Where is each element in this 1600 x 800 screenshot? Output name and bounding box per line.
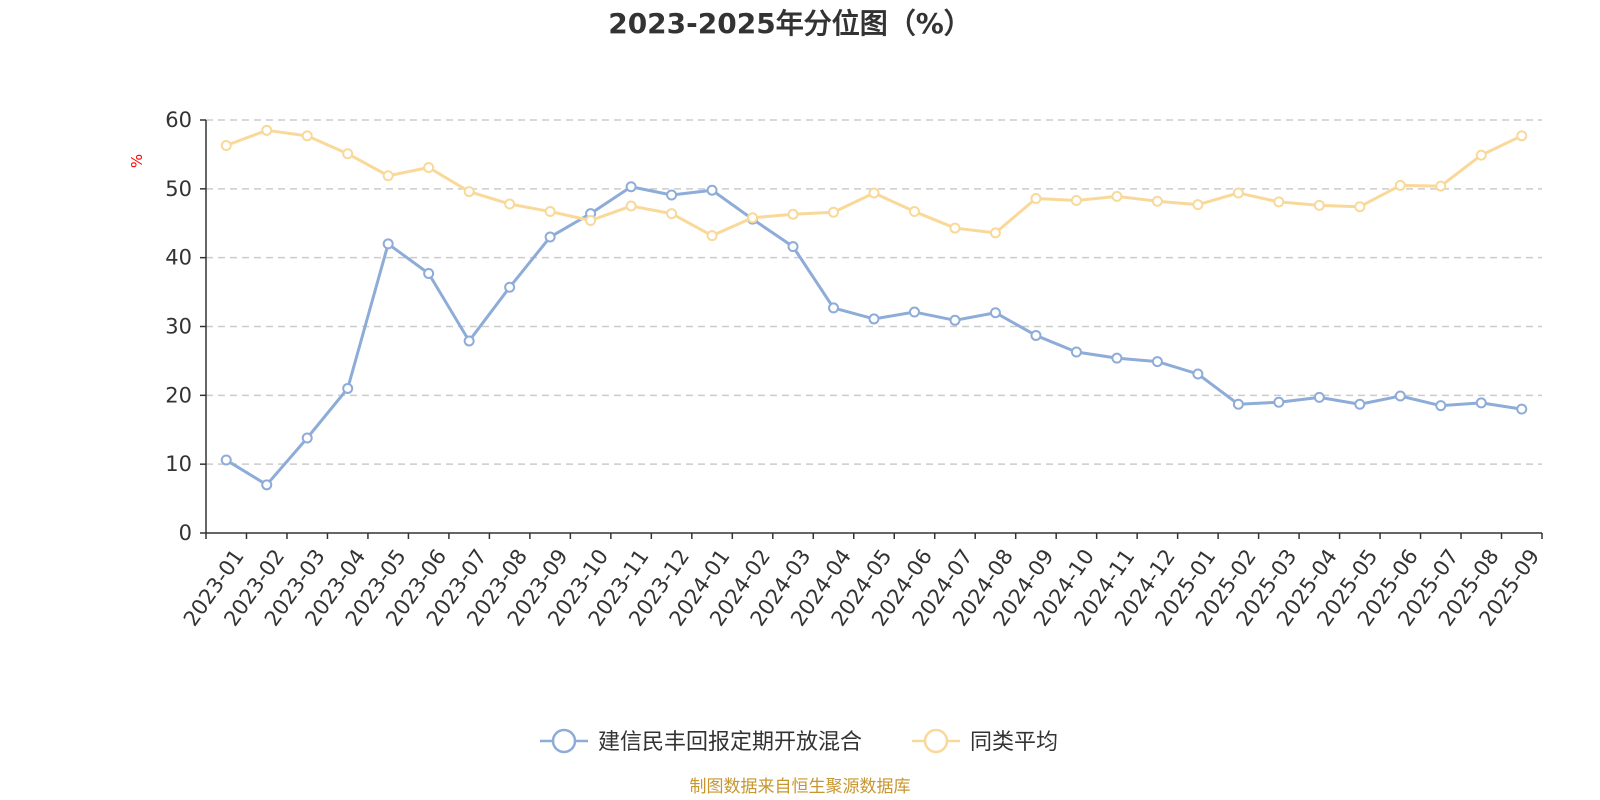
data-point xyxy=(747,212,759,224)
data-point xyxy=(989,307,1001,319)
data-point xyxy=(1151,195,1163,207)
data-point xyxy=(1232,187,1244,199)
legend-label: 同类平均 xyxy=(970,730,1058,755)
data-point xyxy=(463,186,475,198)
data-point xyxy=(220,454,232,466)
data-point xyxy=(301,130,313,142)
y-tick-label: 60 xyxy=(165,108,192,132)
data-point xyxy=(828,302,840,314)
data-point xyxy=(1475,397,1487,409)
data-point xyxy=(544,206,556,218)
data-point xyxy=(1354,201,1366,213)
data-point xyxy=(301,432,313,444)
data-point xyxy=(1070,346,1082,358)
data-point xyxy=(382,170,394,182)
data-point xyxy=(868,313,880,325)
data-point xyxy=(908,206,920,218)
y-tick-label: 10 xyxy=(165,452,192,476)
data-point xyxy=(1394,390,1406,402)
data-point xyxy=(1313,391,1325,403)
grid-lines xyxy=(206,119,1542,465)
series-line xyxy=(225,128,1523,238)
data-point xyxy=(666,208,678,220)
y-axis-unit-label: % xyxy=(128,154,146,168)
data-point xyxy=(1111,190,1123,202)
y-tick-label: 0 xyxy=(179,521,192,545)
data-point xyxy=(342,382,354,394)
data-point xyxy=(382,238,394,250)
source-note: 制图数据来自恒生聚源数据库 xyxy=(690,777,911,797)
data-point xyxy=(1354,398,1366,410)
data-point xyxy=(868,187,880,199)
legend-item[interactable]: 同类平均 xyxy=(912,728,1058,755)
y-tick-label: 40 xyxy=(165,246,192,270)
data-point xyxy=(261,124,273,136)
data-point xyxy=(220,139,232,151)
data-point xyxy=(1111,352,1123,364)
data-point xyxy=(706,184,718,196)
data-point xyxy=(1232,398,1244,410)
series-line xyxy=(225,185,1522,487)
legend-marker xyxy=(923,728,949,754)
data-point xyxy=(1394,179,1406,191)
data-point xyxy=(1516,130,1528,142)
data-point xyxy=(1030,329,1042,341)
data-point xyxy=(625,200,637,212)
data-point xyxy=(908,306,920,318)
data-point xyxy=(1030,192,1042,204)
legend: 建信民丰回报定期开放混合 同类平均 xyxy=(540,728,1058,755)
chart-title: 2023-2025年分位图（%） xyxy=(608,7,972,40)
data-point xyxy=(787,208,799,220)
data-point xyxy=(504,198,516,210)
y-tick-label: 50 xyxy=(165,177,192,201)
y-tick-label: 20 xyxy=(165,383,192,407)
legend-item[interactable]: 建信民丰回报定期开放混合 xyxy=(540,728,862,755)
data-point xyxy=(787,241,799,253)
data-point xyxy=(1313,199,1325,211)
data-point xyxy=(1435,180,1447,192)
data-point xyxy=(544,231,556,243)
data-point xyxy=(706,230,718,242)
series-1 xyxy=(220,181,1528,491)
data-point xyxy=(504,281,516,293)
y-tick-label: 30 xyxy=(165,315,192,339)
data-point xyxy=(989,227,1001,239)
data-point xyxy=(1475,149,1487,161)
series-2 xyxy=(220,124,1528,242)
data-point xyxy=(1192,199,1204,211)
data-point xyxy=(1273,396,1285,408)
data-point xyxy=(666,189,678,201)
data-point xyxy=(261,479,273,491)
data-point xyxy=(423,267,435,279)
data-point xyxy=(1435,400,1447,412)
data-point xyxy=(342,148,354,160)
data-point xyxy=(949,222,961,234)
data-point xyxy=(585,214,597,226)
legend-label: 建信民丰回报定期开放混合 xyxy=(598,730,862,755)
data-point xyxy=(949,314,961,326)
data-point xyxy=(1070,195,1082,207)
data-point xyxy=(1192,368,1204,380)
data-point xyxy=(1151,356,1163,368)
data-point xyxy=(828,206,840,218)
data-point xyxy=(463,335,475,347)
data-point xyxy=(1273,196,1285,208)
data-point xyxy=(423,161,435,173)
axes: 01020304050602023-012023-022023-032023-0… xyxy=(165,108,1544,630)
data-point xyxy=(1516,403,1528,415)
data-point xyxy=(625,181,637,193)
plot-area xyxy=(220,124,1528,491)
legend-marker xyxy=(551,728,577,754)
